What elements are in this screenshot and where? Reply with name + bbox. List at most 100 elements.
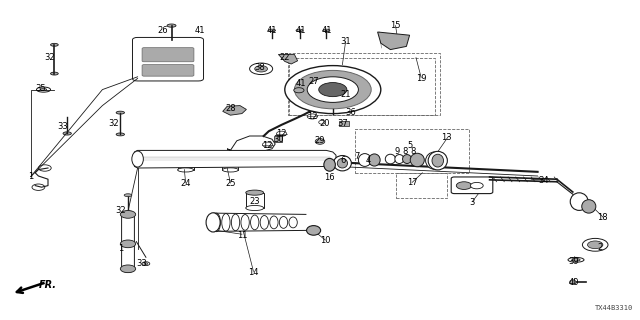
Text: 12: 12 (307, 112, 317, 121)
Ellipse shape (572, 259, 580, 261)
Ellipse shape (260, 216, 269, 229)
Ellipse shape (410, 153, 424, 167)
Polygon shape (223, 106, 246, 115)
Text: 20: 20 (320, 119, 330, 128)
Text: 41: 41 (296, 26, 306, 35)
Ellipse shape (246, 205, 264, 211)
Ellipse shape (270, 216, 278, 229)
Text: 41: 41 (296, 79, 306, 88)
Ellipse shape (319, 120, 325, 124)
Text: 28: 28 (225, 104, 236, 113)
Polygon shape (122, 211, 134, 272)
Text: 17: 17 (407, 178, 417, 187)
Ellipse shape (428, 151, 447, 170)
Text: 12: 12 (276, 129, 287, 138)
FancyBboxPatch shape (451, 177, 493, 194)
Ellipse shape (323, 29, 330, 32)
FancyBboxPatch shape (142, 48, 194, 62)
Ellipse shape (178, 168, 193, 172)
FancyBboxPatch shape (142, 65, 194, 76)
Text: 3: 3 (470, 198, 475, 207)
Bar (339, 121, 349, 126)
FancyBboxPatch shape (132, 37, 204, 81)
Text: 35: 35 (35, 84, 45, 93)
Circle shape (294, 70, 371, 109)
Polygon shape (227, 136, 275, 150)
Circle shape (32, 184, 45, 190)
Ellipse shape (570, 193, 588, 211)
Ellipse shape (570, 280, 576, 285)
Text: 32: 32 (109, 119, 119, 128)
Text: 8: 8 (403, 147, 408, 156)
Text: 40: 40 (568, 278, 579, 287)
Ellipse shape (223, 168, 238, 172)
Ellipse shape (222, 214, 230, 231)
Ellipse shape (369, 154, 380, 166)
Circle shape (250, 63, 273, 75)
Ellipse shape (296, 80, 303, 83)
Text: 5: 5 (407, 141, 412, 150)
Text: 37: 37 (338, 119, 348, 128)
Text: 16: 16 (324, 173, 335, 182)
Circle shape (262, 142, 273, 147)
Text: 27: 27 (308, 77, 319, 86)
Text: 22: 22 (280, 53, 290, 62)
Ellipse shape (333, 156, 351, 171)
Circle shape (120, 265, 136, 273)
Bar (355, 129, 469, 173)
Ellipse shape (144, 263, 148, 265)
Ellipse shape (337, 158, 348, 168)
Ellipse shape (167, 24, 176, 27)
Ellipse shape (279, 216, 288, 228)
Text: 14: 14 (248, 268, 259, 277)
Text: 32: 32 (115, 206, 125, 215)
Circle shape (120, 211, 136, 218)
Bar (289, 53, 440, 115)
Ellipse shape (223, 151, 238, 156)
Ellipse shape (289, 217, 298, 228)
Bar (177, 153, 193, 170)
Circle shape (307, 77, 358, 102)
Ellipse shape (142, 262, 150, 266)
Text: 41: 41 (267, 26, 277, 35)
Text: 36: 36 (346, 108, 356, 117)
Ellipse shape (307, 226, 321, 235)
Ellipse shape (116, 133, 124, 136)
Text: 23: 23 (250, 197, 260, 206)
Ellipse shape (36, 87, 51, 92)
Text: FR.: FR. (38, 280, 56, 291)
Ellipse shape (132, 151, 143, 167)
Ellipse shape (269, 29, 275, 32)
Text: 29: 29 (315, 136, 325, 145)
Text: 41: 41 (321, 26, 332, 35)
Ellipse shape (315, 139, 325, 144)
Circle shape (307, 114, 317, 119)
Text: 33: 33 (58, 122, 68, 131)
Circle shape (456, 182, 472, 189)
Ellipse shape (426, 152, 445, 170)
Polygon shape (134, 150, 336, 168)
Ellipse shape (251, 215, 259, 230)
Bar (288, 58, 435, 115)
Ellipse shape (206, 213, 220, 232)
Ellipse shape (246, 190, 264, 195)
Text: 31: 31 (340, 37, 351, 46)
Polygon shape (378, 32, 410, 50)
Text: 6: 6 (340, 156, 346, 165)
Ellipse shape (568, 257, 584, 262)
Circle shape (120, 240, 136, 248)
Text: 2: 2 (598, 244, 603, 252)
Circle shape (38, 165, 51, 171)
Text: 34: 34 (539, 176, 549, 185)
Text: 1: 1 (28, 172, 33, 181)
Ellipse shape (582, 200, 596, 213)
Text: 10: 10 (320, 236, 330, 245)
Circle shape (470, 182, 483, 189)
Ellipse shape (403, 155, 412, 164)
Text: 15: 15 (390, 21, 401, 30)
Bar (396, 173, 447, 198)
Ellipse shape (40, 88, 47, 91)
Circle shape (276, 131, 287, 136)
Text: 19: 19 (416, 74, 426, 83)
Polygon shape (310, 75, 326, 86)
